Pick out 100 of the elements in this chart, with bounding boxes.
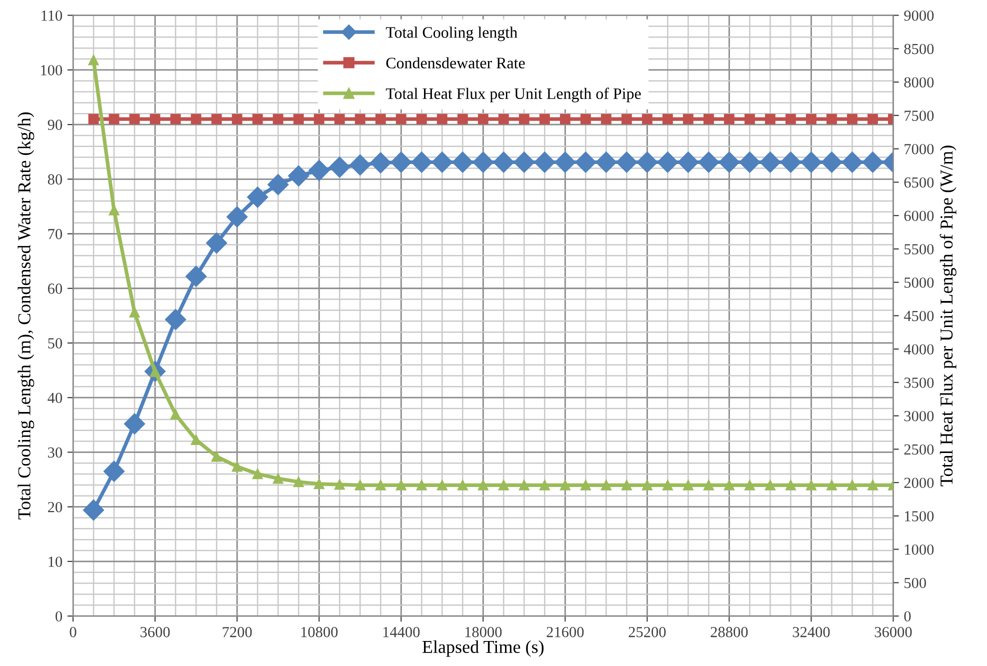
point [698, 152, 720, 173]
x-tick-label: 25200 [628, 626, 666, 638]
point [226, 206, 248, 228]
point [252, 468, 263, 480]
point [186, 266, 207, 287]
point [703, 114, 714, 124]
point [575, 152, 596, 173]
point [616, 152, 638, 173]
y2-tick-label: 3500 [904, 378, 934, 388]
point [375, 114, 386, 124]
legend-label: Condensdewater Rate [386, 57, 525, 68]
point [847, 114, 858, 124]
point [642, 480, 652, 490]
point [806, 114, 816, 124]
y2-axis-title: Total Heat Flux per Unit Length of Pipe (W/m) [940, 146, 956, 486]
point [129, 114, 140, 124]
point [514, 152, 535, 173]
point [678, 152, 699, 173]
point [724, 114, 734, 124]
y-tick-label: 0 [56, 611, 62, 622]
point [760, 152, 781, 173]
point [436, 480, 448, 490]
y-tick-label: 50 [48, 338, 62, 348]
point [268, 174, 289, 196]
y2-tick-label: 1500 [904, 511, 934, 522]
point [800, 152, 822, 173]
x-tick-label: 32400 [792, 626, 830, 638]
point [88, 114, 99, 124]
point [682, 114, 694, 124]
y-tick-label: 20 [48, 502, 62, 512]
point [786, 480, 796, 490]
y2-tick-label: 8000 [904, 77, 934, 88]
point [718, 152, 740, 173]
point [170, 114, 181, 124]
point [390, 152, 412, 173]
point [868, 114, 878, 124]
point [83, 500, 104, 521]
point [821, 152, 842, 173]
point [539, 114, 550, 124]
y2-tick-label: 1000 [904, 544, 934, 555]
point [662, 480, 673, 490]
y2-tick-label: 4500 [904, 310, 934, 322]
point [493, 152, 514, 173]
point [621, 114, 632, 124]
point [580, 480, 591, 490]
point [780, 152, 802, 173]
point [703, 480, 714, 490]
point [416, 480, 427, 490]
y2-tick-label: 5000 [904, 277, 934, 288]
x-axis-title: Elapsed Time (s) [422, 640, 544, 657]
point [560, 114, 570, 124]
point [232, 114, 242, 124]
point [396, 480, 406, 490]
point [554, 152, 576, 173]
y-tick-label: 100 [41, 65, 62, 76]
point [206, 232, 228, 254]
point [498, 480, 509, 490]
point [124, 413, 146, 434]
point [190, 114, 202, 124]
point [432, 152, 453, 173]
point [596, 152, 617, 173]
point [744, 114, 755, 124]
point [293, 114, 304, 124]
point [211, 114, 222, 124]
point [662, 114, 673, 124]
point [636, 152, 658, 173]
y-axis-title: Total Cooling Length (m), Condensed Water Rate (kg/h) [18, 112, 34, 520]
point [478, 114, 488, 124]
point [375, 480, 386, 490]
point [436, 114, 448, 124]
point [293, 476, 304, 488]
point [314, 478, 324, 490]
point [868, 480, 878, 490]
y2-tick-label: 6500 [904, 177, 934, 188]
point [211, 451, 222, 462]
y2-tick-label: 4000 [904, 344, 934, 355]
point [411, 152, 432, 173]
point [288, 165, 310, 186]
y-tick-label: 80 [48, 174, 62, 185]
point [518, 480, 530, 490]
point [826, 480, 837, 490]
point [314, 114, 324, 124]
point [457, 480, 468, 490]
point [354, 480, 366, 490]
y2-tick-label: 500 [904, 578, 926, 588]
point [232, 461, 242, 472]
point [764, 114, 776, 124]
point [129, 307, 140, 318]
point [252, 114, 263, 124]
point [842, 152, 863, 173]
y-tick-label: 70 [48, 228, 62, 240]
point [478, 480, 488, 490]
y2-tick-label: 2000 [904, 478, 934, 488]
y2-tick-label: 7500 [904, 110, 934, 121]
y2-tick-label: 8500 [904, 44, 934, 54]
x-tick-label: 21600 [546, 626, 584, 638]
x-tick-label: 28800 [710, 626, 748, 638]
y2-tick-label: 6000 [904, 210, 934, 222]
y-tick-label: 90 [48, 120, 62, 130]
point [862, 152, 884, 173]
